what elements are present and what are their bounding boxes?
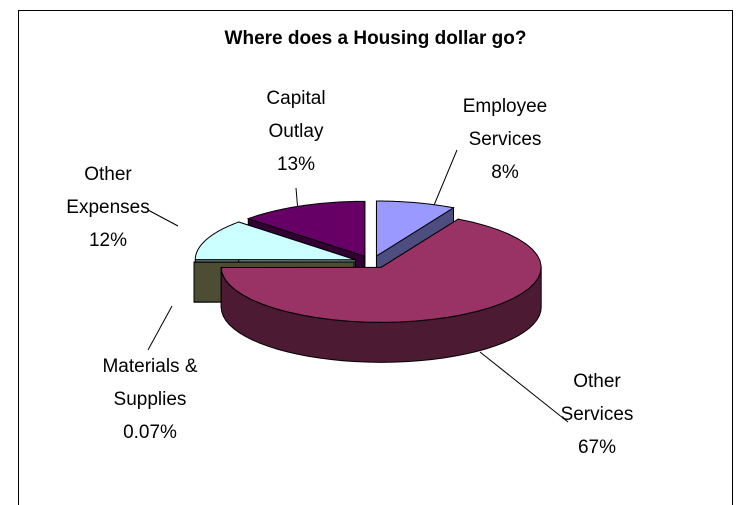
category-label: Employee Services <box>462 96 548 150</box>
data-label: Materials & Supplies 0.07% <box>98 350 202 449</box>
chart-title: Where does a Housing dollar go? <box>224 28 527 49</box>
data-label: Capital Outlay 13% <box>244 82 348 181</box>
value-label: 13% <box>276 154 316 175</box>
leader-line <box>147 305 173 351</box>
chart-frame <box>18 10 733 505</box>
category-label: Other Expenses <box>66 164 150 218</box>
value-label: 8% <box>491 162 519 183</box>
data-label: Employee Services 8% <box>453 90 557 189</box>
value-label: 67% <box>577 437 617 458</box>
leader-lines <box>147 149 569 423</box>
pie <box>193 200 542 363</box>
slice <box>194 221 356 261</box>
leader-line <box>431 149 458 211</box>
data-label: Other Services 67% <box>545 365 649 464</box>
leader-line <box>479 351 569 423</box>
value-label: 0.07% <box>123 422 177 443</box>
leader-line <box>147 209 179 227</box>
category-label: Capital Outlay <box>266 88 326 142</box>
data-label: Other Expenses 12% <box>56 158 160 257</box>
slice <box>375 200 455 257</box>
slice <box>246 200 366 258</box>
category-label: Materials & Supplies <box>102 356 198 410</box>
value-label: 12% <box>88 230 128 251</box>
category-label: Other Services <box>560 371 634 425</box>
slice <box>220 218 542 323</box>
